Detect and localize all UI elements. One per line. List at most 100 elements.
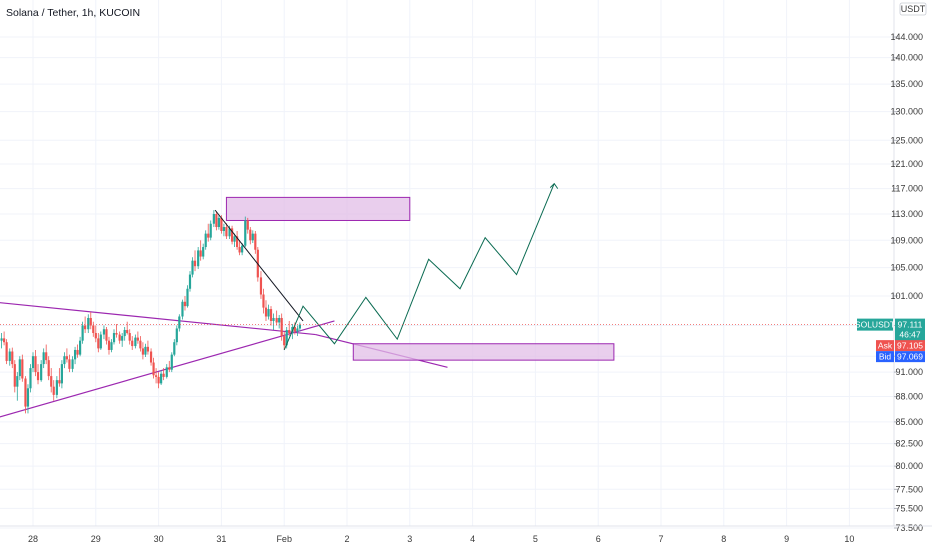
bid-label: Bid (879, 352, 892, 362)
candle-body (209, 223, 212, 238)
candle-body (181, 301, 184, 317)
candle-body (215, 213, 218, 228)
x-tick-label: 3 (407, 534, 412, 544)
candle-body (267, 309, 270, 317)
candle-body (102, 329, 106, 335)
candle-body (199, 250, 202, 257)
candle-body (0, 338, 3, 341)
currency-label: USDT (901, 4, 926, 14)
candle-body (186, 288, 189, 307)
candle-body (105, 329, 108, 341)
candle-body (188, 274, 192, 289)
ask-label: Ask (878, 341, 893, 351)
candle-body (8, 351, 11, 361)
candle-body (128, 333, 131, 341)
candle-body (16, 376, 19, 387)
candle-body (298, 324, 301, 329)
candle-body (162, 373, 165, 377)
candle-body (24, 378, 27, 407)
y-tick-label: 105.000 (890, 263, 923, 273)
candle-body (134, 337, 137, 347)
trendline-lower (0, 320, 335, 418)
supply-zone (225, 196, 411, 221)
trendline-upper (0, 302, 316, 336)
candle-body (63, 356, 66, 365)
candle-body (84, 325, 87, 330)
y-tick-label: 73.500 (895, 523, 923, 533)
candle-body (144, 346, 147, 355)
y-tick-label: 82.500 (895, 439, 923, 449)
demand-zone (352, 343, 615, 361)
candle-body (42, 352, 45, 365)
candle-body (146, 346, 150, 352)
candle-body (31, 356, 35, 369)
candle-body (225, 227, 228, 237)
bid-value-bg (895, 351, 925, 363)
candle-body (58, 380, 61, 384)
y-tick-label: 121.000 (890, 159, 923, 169)
candle-body (94, 333, 97, 339)
y-tick-label: 135.000 (890, 79, 923, 89)
candle-body (251, 233, 254, 241)
candle-body (68, 359, 71, 369)
candle-body (5, 342, 8, 361)
x-tick-label: 30 (154, 534, 164, 544)
candle-body (212, 213, 215, 224)
candle-body (178, 316, 181, 329)
y-tick-label: 140.000 (890, 53, 923, 63)
candle-body (50, 376, 53, 387)
candle-body (21, 359, 24, 379)
candle-body (280, 317, 283, 337)
y-tick-label: 144.000 (890, 32, 923, 42)
candle-body (233, 236, 236, 242)
candle-body (76, 349, 79, 355)
candle-body (249, 229, 252, 241)
candle-body (107, 340, 111, 350)
candle-body (40, 364, 43, 381)
x-tick-label: 2 (344, 534, 349, 544)
price-axis-bg (894, 0, 932, 526)
currency-box[interactable] (899, 2, 927, 16)
candle-body (197, 250, 200, 267)
ask-value-bg (895, 340, 925, 352)
candle-body (168, 367, 171, 370)
candle-body (55, 380, 58, 395)
candle-body (244, 220, 247, 246)
y-tick-label: 77.500 (895, 484, 923, 494)
candle-body (183, 301, 187, 307)
candle-body (92, 325, 95, 334)
candle-body (160, 373, 163, 384)
candle-body (3, 338, 6, 343)
x-tick-label: 28 (28, 534, 38, 544)
drawings-under (0, 196, 615, 418)
candle-body (52, 386, 55, 395)
candle-body (13, 364, 16, 387)
candle-body (141, 348, 144, 355)
candle-body (26, 388, 30, 407)
candle-body (230, 228, 234, 242)
x-tick-label: 5 (533, 534, 538, 544)
candle-body (220, 217, 223, 231)
bid-value: 97.069 (897, 352, 923, 362)
candle-body (170, 354, 173, 370)
candle-body (175, 328, 178, 343)
candles (0, 210, 301, 414)
candle-body (191, 260, 194, 275)
candle-body (87, 317, 90, 330)
candle-body (81, 325, 84, 341)
candle-body (264, 307, 268, 317)
candle-body (157, 376, 160, 384)
candle-body (283, 336, 286, 346)
bid-label-bg (876, 351, 894, 363)
candle-body (193, 260, 197, 267)
y-tick-label: 88.000 (895, 392, 923, 402)
last-price-value: 97.111 (898, 320, 923, 330)
candle-body (34, 356, 37, 373)
candle-body (262, 294, 265, 308)
candle-body (29, 368, 32, 389)
candle-body (149, 351, 153, 363)
plot-background (0, 0, 894, 526)
candle-body (165, 367, 168, 377)
symbol-tag: SOLUSDT (855, 320, 895, 330)
